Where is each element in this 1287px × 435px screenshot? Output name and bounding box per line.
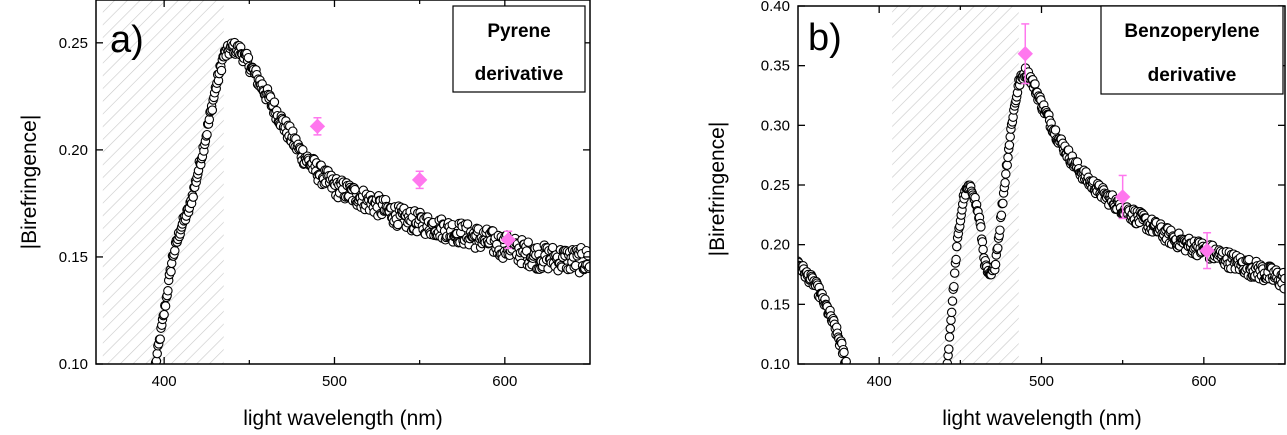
legend-a: Pyrene derivative bbox=[452, 5, 586, 93]
legend-box-a bbox=[452, 5, 586, 93]
plot-frame-a bbox=[95, 0, 591, 365]
data-point bbox=[243, 52, 254, 63]
x-tick-label: 500 bbox=[1029, 373, 1054, 390]
y-tick-label: 0.10 bbox=[59, 356, 88, 373]
y-tick-label: 0.25 bbox=[761, 177, 790, 194]
data-point bbox=[998, 198, 1008, 209]
x-axis-label-b: light wavelength (nm) bbox=[942, 407, 1142, 430]
data-point bbox=[1279, 283, 1285, 294]
panel-a: 400 500 600 0.10 0.15 0.20 0.25 a) Pyrene deri… bbox=[18, 0, 591, 430]
y-tick-label: 0.30 bbox=[761, 117, 790, 134]
data-point bbox=[207, 105, 218, 115]
computed-point bbox=[1114, 189, 1131, 205]
data-point bbox=[1030, 79, 1040, 89]
legend-line-a2: derivative bbox=[475, 64, 564, 85]
data-point bbox=[163, 286, 173, 296]
legend-box-b bbox=[1100, 5, 1284, 95]
data-point bbox=[1000, 178, 1010, 188]
data-point bbox=[462, 219, 473, 229]
ticks-a: 400 500 600 0.10 0.15 0.20 0.25 bbox=[59, 0, 590, 390]
data-point bbox=[1050, 125, 1061, 135]
data-point bbox=[166, 266, 176, 277]
data-point bbox=[152, 348, 162, 359]
computed-point bbox=[500, 232, 516, 248]
x-axis-label-a: light wavelength (nm) bbox=[243, 407, 443, 430]
y-tick-label: 0.25 bbox=[59, 35, 88, 52]
ticks-b: 400 500 600 0.10 0.15 0.20 0.25 0.30 0.35 0.40 bbox=[761, 0, 1285, 390]
data-point bbox=[976, 222, 986, 232]
legend-line-b2: derivative bbox=[1148, 65, 1237, 86]
panel-label-b: b) bbox=[808, 17, 842, 59]
data-point bbox=[944, 332, 955, 342]
x-tick-label: 500 bbox=[322, 373, 347, 390]
data-point bbox=[155, 334, 165, 344]
y-tick-label: 0.20 bbox=[59, 142, 88, 159]
data-point bbox=[1005, 132, 1015, 142]
y-axis-label-a: |Birefringence| bbox=[18, 115, 41, 250]
data-point bbox=[1001, 169, 1011, 179]
data-point bbox=[160, 301, 171, 311]
data-point bbox=[1280, 273, 1285, 284]
y-tick-label: 0.10 bbox=[761, 356, 790, 373]
y-axis-label-b: |Birefringence| bbox=[706, 122, 729, 257]
data-point bbox=[949, 268, 960, 278]
data-point bbox=[945, 323, 956, 334]
data-point bbox=[216, 65, 227, 76]
x-tick-label: 600 bbox=[1191, 373, 1216, 390]
data-point bbox=[944, 344, 954, 354]
computed-point bbox=[309, 118, 326, 135]
data-point bbox=[947, 296, 958, 306]
data-point bbox=[978, 244, 988, 255]
data-point bbox=[523, 237, 533, 247]
data-point bbox=[951, 254, 961, 265]
legend-line-b1: Benzoperylene bbox=[1124, 21, 1259, 42]
legend-line-a1: Pyrene bbox=[487, 21, 550, 42]
y-tick-label: 0.15 bbox=[761, 296, 790, 313]
data-point bbox=[393, 219, 403, 230]
data-point bbox=[269, 97, 280, 107]
y-tick-label: 0.20 bbox=[761, 237, 790, 254]
data-point bbox=[946, 315, 956, 325]
data-point bbox=[159, 309, 169, 320]
data-point bbox=[993, 243, 1003, 253]
computed-point bbox=[1017, 46, 1033, 62]
data-point bbox=[839, 347, 849, 358]
computed-point bbox=[411, 172, 428, 188]
data-point bbox=[202, 129, 212, 140]
data-point bbox=[170, 245, 180, 256]
data-point bbox=[996, 210, 1007, 221]
y-tick-label: 0.35 bbox=[761, 58, 790, 75]
panel-label-a: a) bbox=[110, 19, 144, 61]
data-point bbox=[350, 184, 360, 195]
y-tick-label: 0.40 bbox=[761, 0, 790, 15]
panel-b: 400 500 600 0.10 0.15 0.20 0.25 0.30 0.35 0.40 b)… bbox=[706, 0, 1286, 430]
computed-point bbox=[1199, 242, 1215, 259]
y-tick-label: 0.15 bbox=[59, 249, 88, 266]
data-point bbox=[1003, 152, 1013, 163]
x-tick-label: 400 bbox=[152, 373, 177, 390]
data-marks-b bbox=[798, 23, 1285, 364]
data-point bbox=[583, 250, 590, 261]
data-point bbox=[995, 225, 1005, 235]
data-marks-a bbox=[150, 37, 590, 364]
x-tick-label: 400 bbox=[867, 373, 892, 390]
legend-b: Benzoperylene derivative bbox=[1100, 5, 1284, 95]
data-point bbox=[952, 241, 962, 252]
data-point bbox=[946, 307, 957, 318]
data-point bbox=[949, 281, 959, 292]
data-point bbox=[188, 192, 198, 202]
x-tick-label: 600 bbox=[492, 373, 517, 390]
data-point bbox=[841, 356, 851, 364]
data-point bbox=[1004, 140, 1015, 150]
data-point bbox=[1002, 160, 1012, 170]
data-point bbox=[990, 259, 1001, 270]
